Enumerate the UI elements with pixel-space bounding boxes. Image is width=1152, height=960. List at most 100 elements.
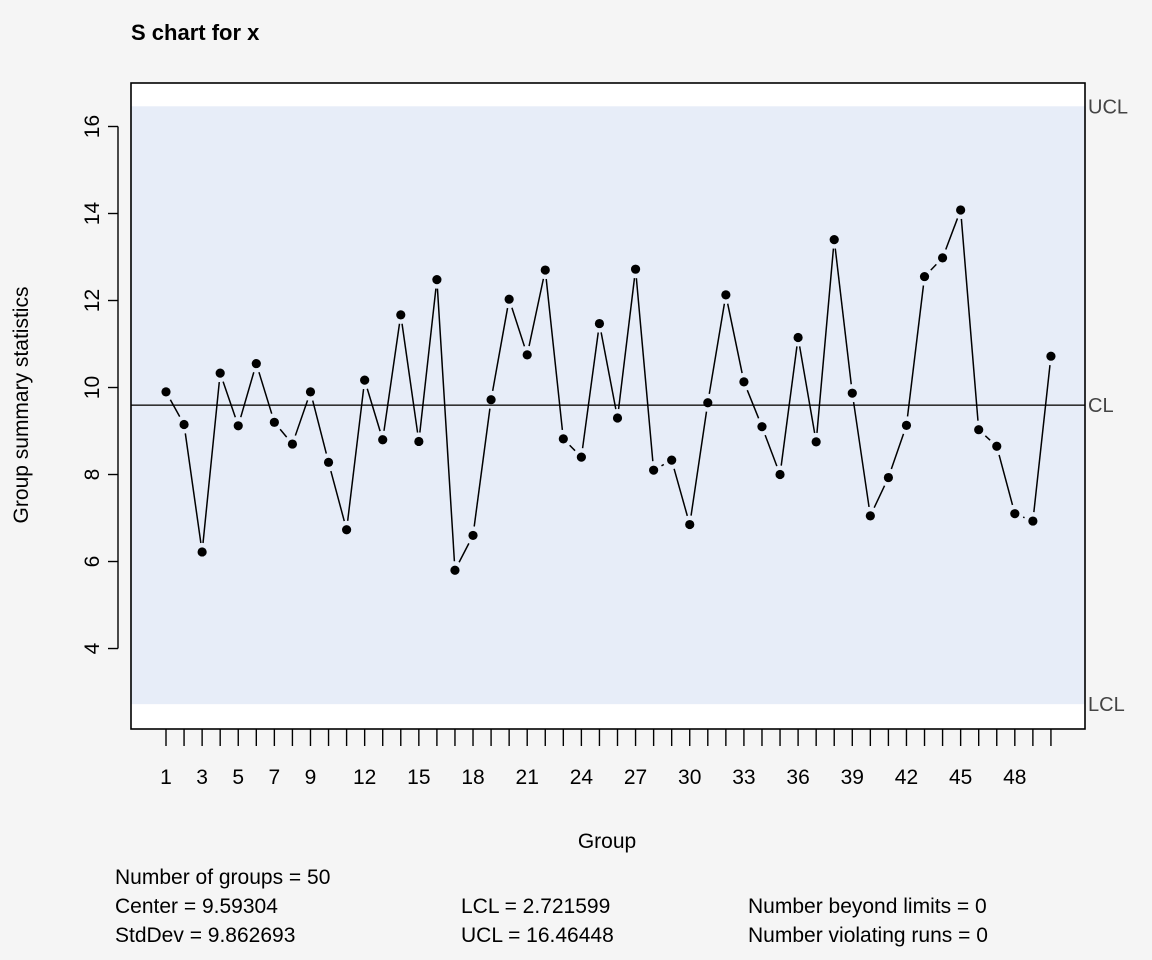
data-point [811, 437, 821, 447]
plot-frame [130, 82, 1086, 730]
series-segment [960, 218, 979, 421]
series-segment [184, 433, 202, 544]
series-segment [294, 400, 309, 436]
y-tick-label: 16 [81, 115, 104, 138]
data-point [847, 388, 857, 398]
lcl-label: LCL [1088, 694, 1125, 716]
data-point [468, 530, 478, 541]
x-tick-label: 9 [305, 766, 317, 789]
x-tick-label: 3 [196, 766, 208, 789]
series-segment [419, 288, 437, 433]
stat-number-of-groups: Number of groups = 50 [115, 866, 331, 889]
data-point [414, 436, 424, 447]
series-segment [726, 303, 743, 374]
data-point [739, 377, 749, 387]
series-segment [635, 278, 654, 462]
data-point [937, 253, 948, 263]
series-segment [890, 433, 905, 470]
x-tick-label: 24 [570, 766, 594, 789]
data-point [522, 350, 532, 360]
y-tick-label: 6 [81, 556, 104, 568]
data-point [883, 472, 894, 483]
series-segment [690, 411, 708, 516]
series-segment [366, 388, 381, 432]
series-segment [511, 307, 526, 347]
x-axis-title: Group [578, 830, 636, 853]
stat-center: Center = 9.59304 [115, 895, 278, 918]
series-segment [617, 278, 636, 410]
data-point [1010, 509, 1020, 519]
data-point [486, 395, 496, 405]
series-segment [311, 400, 328, 454]
data-point [215, 368, 225, 378]
data-point [956, 205, 966, 215]
data-point [540, 265, 550, 275]
x-tick-label: 15 [407, 766, 430, 789]
x-tick-label: 27 [624, 766, 647, 789]
series-segment [1033, 365, 1051, 513]
series-segment [780, 346, 798, 466]
data-point [594, 318, 605, 329]
x-tick-label: 21 [516, 766, 539, 789]
y-tick-label: 14 [81, 202, 104, 226]
series-segment [383, 323, 401, 431]
cl-label: CL [1088, 395, 1114, 417]
series-segment [202, 382, 221, 544]
x-tick-label: 30 [678, 766, 701, 789]
series-segment [346, 388, 365, 521]
data-point [432, 275, 442, 285]
series-segment [581, 332, 599, 449]
data-point [667, 455, 677, 465]
data-point [251, 358, 261, 369]
series-segment [906, 285, 925, 417]
data-point [829, 235, 839, 245]
series-segment [545, 278, 564, 430]
stat-beyond-limits: Number beyond limits = 0 [748, 895, 987, 918]
data-point [901, 420, 912, 430]
series-segment [984, 435, 991, 441]
x-tick-label: 33 [732, 766, 755, 789]
series-group [161, 205, 1056, 575]
x-axis: 1 3 5 7 9 12 15 18 21 24 27 30 33 36 39 42 45 48 [160, 729, 1052, 789]
data-point [630, 264, 641, 274]
x-tick-label: 7 [269, 766, 281, 789]
data-point [161, 387, 171, 397]
series-segment [436, 288, 456, 562]
data-point [450, 565, 460, 575]
data-point [305, 387, 316, 397]
y-axis: 4 6 8 10 12 14 16 [81, 115, 119, 654]
y-tick-label: 12 [81, 289, 104, 312]
series-segment [852, 401, 870, 508]
data-point [992, 441, 1002, 451]
series-segment [330, 470, 345, 522]
series-segment [708, 303, 726, 394]
y-tick-label: 8 [81, 469, 104, 481]
x-tick-label: 42 [895, 766, 918, 789]
data-point [378, 435, 388, 445]
series-segment [746, 389, 760, 419]
data-point [612, 413, 623, 423]
y-axis-title: Group summary statistics [10, 287, 33, 524]
series-segment [673, 468, 689, 517]
data-point [793, 332, 803, 343]
ucl-label: UCL [1088, 96, 1128, 118]
data-point [287, 439, 298, 449]
stat-stddev: StdDev = 9.862693 [115, 924, 296, 947]
x-tick-label: 48 [1003, 766, 1026, 789]
data-point [703, 398, 713, 408]
data-point [269, 417, 279, 427]
series-segment [930, 263, 937, 271]
series-segment [240, 372, 255, 418]
x-tick-label: 18 [461, 766, 484, 789]
series-segment [458, 543, 470, 563]
series-segment [1022, 516, 1025, 519]
data-point [775, 469, 785, 480]
stat-ucl: UCL = 16.46448 [461, 924, 614, 947]
data-point [974, 425, 984, 435]
x-tick-label: 1 [160, 766, 172, 789]
y-tick-label: 4 [81, 642, 104, 654]
series-segment [816, 248, 835, 433]
series-segment [600, 332, 617, 410]
